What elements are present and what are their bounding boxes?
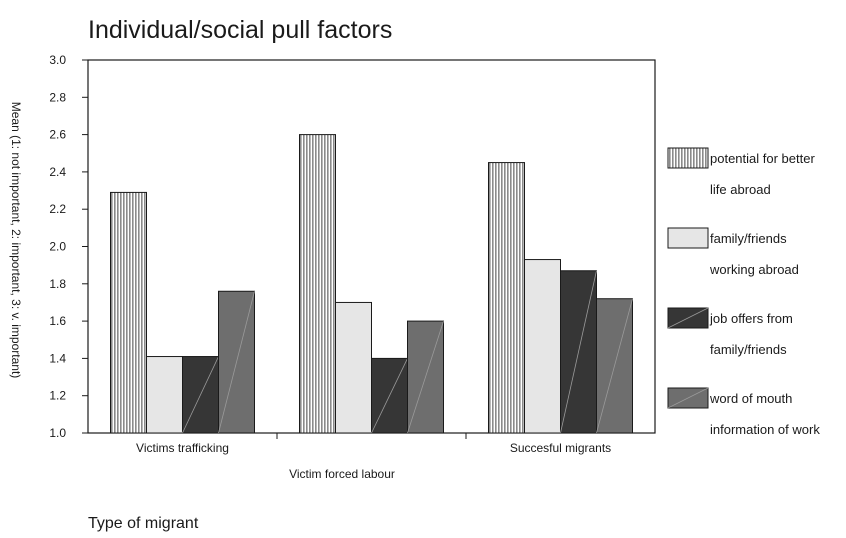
x-category-label: Succesful migrants [510, 441, 611, 455]
bar-hatch [371, 358, 408, 434]
bar-hatch [182, 356, 219, 434]
y-tick-label: 2.6 [49, 128, 66, 142]
y-tick-label: 1.4 [49, 351, 66, 365]
y-tick-label: 2.8 [49, 90, 66, 104]
bar [488, 162, 525, 434]
bar [146, 356, 183, 434]
legend-swatch [667, 147, 709, 169]
bar [110, 191, 147, 434]
y-axis-label: Mean (1: not important, 2: important, 3:… [9, 102, 23, 379]
y-tick-label: 2.0 [49, 240, 66, 254]
legend: potential for better life abroad family/fr… [667, 147, 820, 437]
x-category-label: Victims trafficking [136, 441, 229, 455]
bar-hatch [560, 270, 597, 434]
legend-label: job offers from [709, 311, 793, 326]
x-axis-label: Victim forced labour [289, 467, 395, 481]
bar-hatch [407, 320, 444, 434]
legend-swatch [667, 227, 709, 249]
legend-swatch-hatch [667, 387, 709, 409]
y-tick-label: 2.2 [49, 202, 66, 216]
bar [299, 134, 336, 434]
legend-label-line2: working abroad [709, 262, 799, 277]
bar [524, 259, 561, 434]
chart-title: Individual/social pull factors [88, 16, 392, 44]
legend-label-line2: life abroad [710, 182, 771, 197]
legend-label-line2: information of work [710, 422, 820, 437]
legend-label: word of mouth [709, 391, 792, 406]
legend-swatch-hatch [667, 307, 709, 329]
y-tick-label: 3.0 [49, 53, 66, 67]
legend-label: family/friends [710, 231, 787, 246]
y-tick-label: 1.8 [49, 277, 66, 291]
y-tick-label: 2.4 [49, 165, 66, 179]
bar [335, 301, 372, 434]
legend-label-line2: family/friends [710, 342, 787, 357]
legend-label: potential for better [710, 151, 815, 166]
y-tick-label: 1.2 [49, 389, 66, 403]
plot-area: 1.0 1.2 1.4 1.6 1.8 2.0 2.2 2.4 2.6 2.8 3.0 Victims… [49, 53, 656, 455]
footer-label: Type of migrant [88, 515, 199, 532]
y-tick-label: 1.6 [49, 314, 66, 328]
bar-hatch [218, 291, 255, 434]
y-tick-label: 1.0 [49, 426, 66, 440]
bar-hatch [596, 298, 633, 434]
